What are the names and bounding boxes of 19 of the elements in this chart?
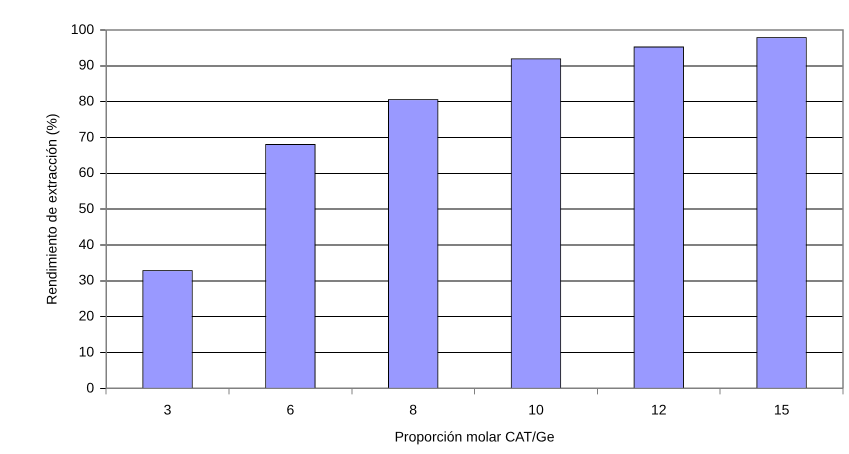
y-tick-label: 60 bbox=[78, 164, 94, 180]
x-tick-label: 3 bbox=[164, 402, 172, 418]
y-tick-label: 0 bbox=[86, 379, 94, 396]
y-tick-label: 30 bbox=[78, 272, 94, 288]
x-axis-title: Proporción molar CAT/Ge bbox=[394, 428, 555, 444]
y-tick-label: 50 bbox=[78, 200, 94, 216]
y-axis-title: Rendimiento de extracción (%) bbox=[43, 113, 60, 305]
x-tick-label: 15 bbox=[774, 402, 790, 418]
y-tick-label: 80 bbox=[78, 92, 94, 109]
y-tick-label: 100 bbox=[70, 20, 94, 37]
x-tick-label: 6 bbox=[286, 402, 294, 418]
y-tick-label: 90 bbox=[78, 56, 94, 73]
y-tick-label: 70 bbox=[78, 128, 94, 144]
y-tick-label: 10 bbox=[78, 343, 94, 360]
y-tick-label: 20 bbox=[78, 308, 94, 324]
x-tick-label: 10 bbox=[528, 402, 544, 418]
x-tick-label: 8 bbox=[409, 402, 418, 418]
x-tick-label: 12 bbox=[651, 402, 667, 418]
y-tick-label: 40 bbox=[78, 236, 94, 252]
